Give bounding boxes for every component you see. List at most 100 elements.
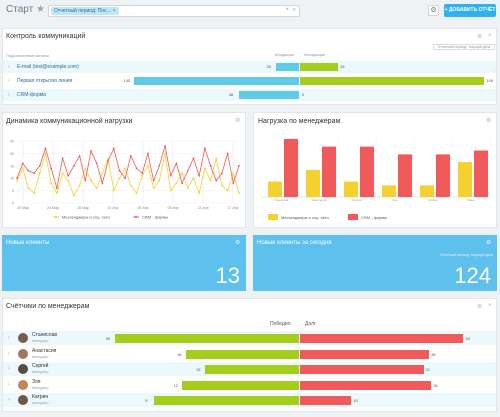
data-point [226,189,229,192]
data-point [95,187,98,190]
chevron-right-icon[interactable]: › [8,366,10,372]
x-tick-label: 17 Апр [227,206,238,210]
tile-note: Отчетный период: текущий день [440,253,493,257]
page-title: Старт [6,4,34,15]
data-point [55,187,58,190]
data-point [181,182,183,185]
col-debt-label: Долг [305,321,316,327]
data-point [124,167,127,170]
table-row[interactable]: › E-mail (test@example.com) 25 15 [3,61,496,73]
outgoing-bar [300,77,485,85]
data-point [158,164,161,167]
debt-bar [300,334,464,343]
chevron-right-icon[interactable]: › [8,92,10,98]
x-tick-label: 24 Мар [47,206,59,210]
data-point [198,192,201,194]
manager-name[interactable]: Анастасия [32,347,57,354]
close-icon[interactable]: × [488,33,492,39]
data-point [38,164,41,167]
data-point [198,174,201,177]
manager-name[interactable]: Станислав [32,332,58,338]
bar [344,181,358,197]
data-point [164,145,166,147]
data-point [147,164,149,167]
debt-value: 10 [353,398,358,403]
data-point [27,187,30,190]
new-clients-tile: Новые клиенты ⚙ 13 [2,235,246,291]
close-icon[interactable]: × [112,8,116,14]
y-tick-label: 15 [10,164,14,168]
chevron-right-icon[interactable]: › [8,78,10,84]
data-point [238,164,240,167]
legend-marker [135,216,137,218]
data-point [78,184,81,187]
table-row[interactable]: › Станислав менеджер 39 34 [3,331,496,345]
win-bar [205,365,299,374]
data-point [78,154,81,157]
chevron-right-icon[interactable]: › [8,397,10,403]
data-point [135,192,138,194]
data-point [203,147,206,150]
star-icon[interactable]: ★ [36,4,45,15]
table-row[interactable]: › Сергей менеджер 15 21 [3,362,496,376]
data-point [192,157,195,160]
chevron-right-icon[interactable]: › [8,335,10,341]
data-point [118,169,121,172]
data-point [95,162,98,165]
y-tick-label: 10 [10,177,14,181]
clear-icon[interactable]: × [285,7,289,13]
x-tick-label: 20 Мар [17,206,29,210]
legend-label: Мессенджеры и соц. сети [281,215,329,220]
gear-icon[interactable]: ⚙ [477,34,483,40]
card-title: Счётчики по менеджерам [6,303,90,310]
gear-icon[interactable]: ⚙ [235,118,241,124]
channel-label[interactable]: E-mail (test@example.com) [17,64,79,70]
tile-title: Новые клиенты [6,240,50,246]
search-icon[interactable]: ⌕ [292,7,296,13]
data-point [181,172,183,175]
channel-label[interactable]: CRM-форма [17,92,46,98]
table-row[interactable]: › Первая открытая линия 140 149 [3,75,496,87]
table-row[interactable]: › Зоя менеджер 12 18 [3,378,496,392]
gear-icon[interactable]: ⚙ [428,5,439,16]
period-button[interactable]: Отчетный период: текущий день [433,44,495,50]
add-report-button[interactable]: + ДОБАВИТЬ ОТЧЁТ [444,4,496,17]
bar [284,138,298,197]
close-icon[interactable]: × [488,303,492,309]
data-point [186,187,189,190]
search-input[interactable]: Отчетный период: Пос... × × ⌕ [48,5,300,17]
incoming-bar [133,77,299,85]
data-point [158,179,161,182]
data-point [129,154,132,157]
data-point [50,182,53,185]
table-row[interactable]: › Катрин менеджер 9 10 [3,393,496,407]
outgoing-bar [300,63,338,71]
filter-chip[interactable]: Отчетный период: Пос... × [51,7,119,15]
gear-icon[interactable]: ⚙ [486,118,492,124]
debt-value: 21 [425,367,430,372]
bar [382,185,396,197]
table-row[interactable]: › Анастасия менеджер 16 35 [3,347,496,361]
win-value: 39 [105,336,111,341]
manager-name[interactable]: Зоя [32,378,41,385]
win-value: 9 [145,398,148,403]
chevron-right-icon[interactable]: › [8,381,10,388]
channel-label[interactable]: Первая открытая линия [17,78,73,84]
x-tick-label: 05 Апр [137,206,148,210]
table-row[interactable]: › CRM-форма 46 0 [3,89,496,101]
manager-role: менеджер [32,354,49,359]
chevron-right-icon[interactable]: › [8,64,10,70]
gear-icon[interactable]: ⚙ [477,304,483,310]
tile-value: 13 [215,263,240,288]
manager-name[interactable]: Сергей [32,363,49,369]
legend-label: CRM - формы [361,215,387,220]
data-point [232,182,235,185]
gear-icon[interactable]: ⚙ [235,240,241,246]
data-point [61,157,64,160]
manager-name[interactable]: Катрин [32,394,49,400]
tile-title: Новые клиенты за сегодня [257,240,332,246]
incoming-bar [276,63,299,71]
data-point [67,179,70,182]
gear-icon[interactable]: ⚙ [486,240,492,246]
chevron-right-icon[interactable]: › [8,350,10,357]
